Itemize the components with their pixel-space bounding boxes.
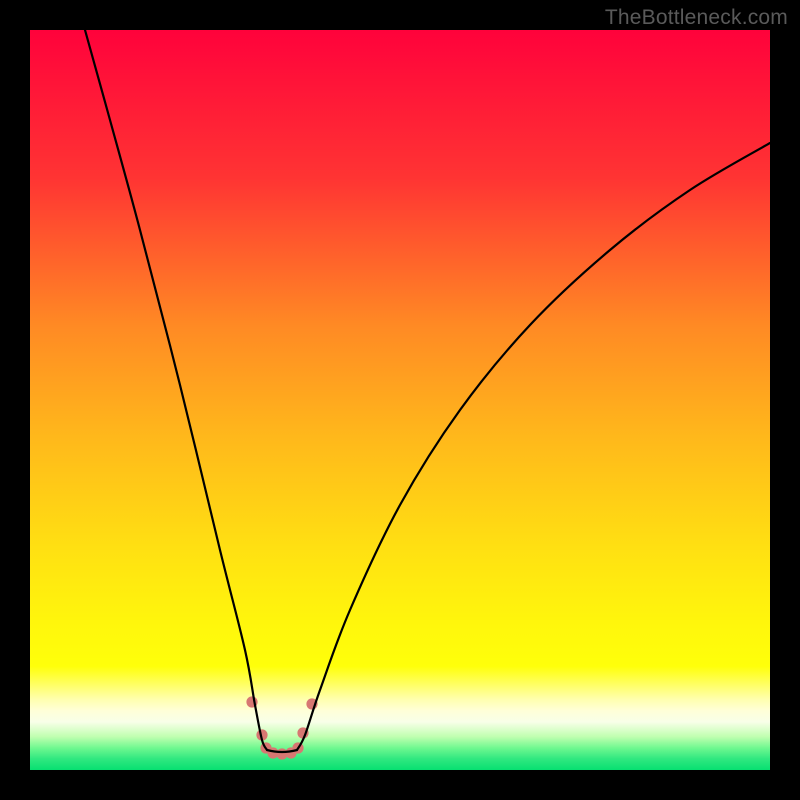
bottleneck-curve [30, 30, 770, 770]
plot-area [30, 30, 770, 770]
curve-left-branch [85, 30, 267, 750]
watermark-text: TheBottleneck.com [605, 6, 788, 30]
curve-right-branch [297, 143, 770, 750]
